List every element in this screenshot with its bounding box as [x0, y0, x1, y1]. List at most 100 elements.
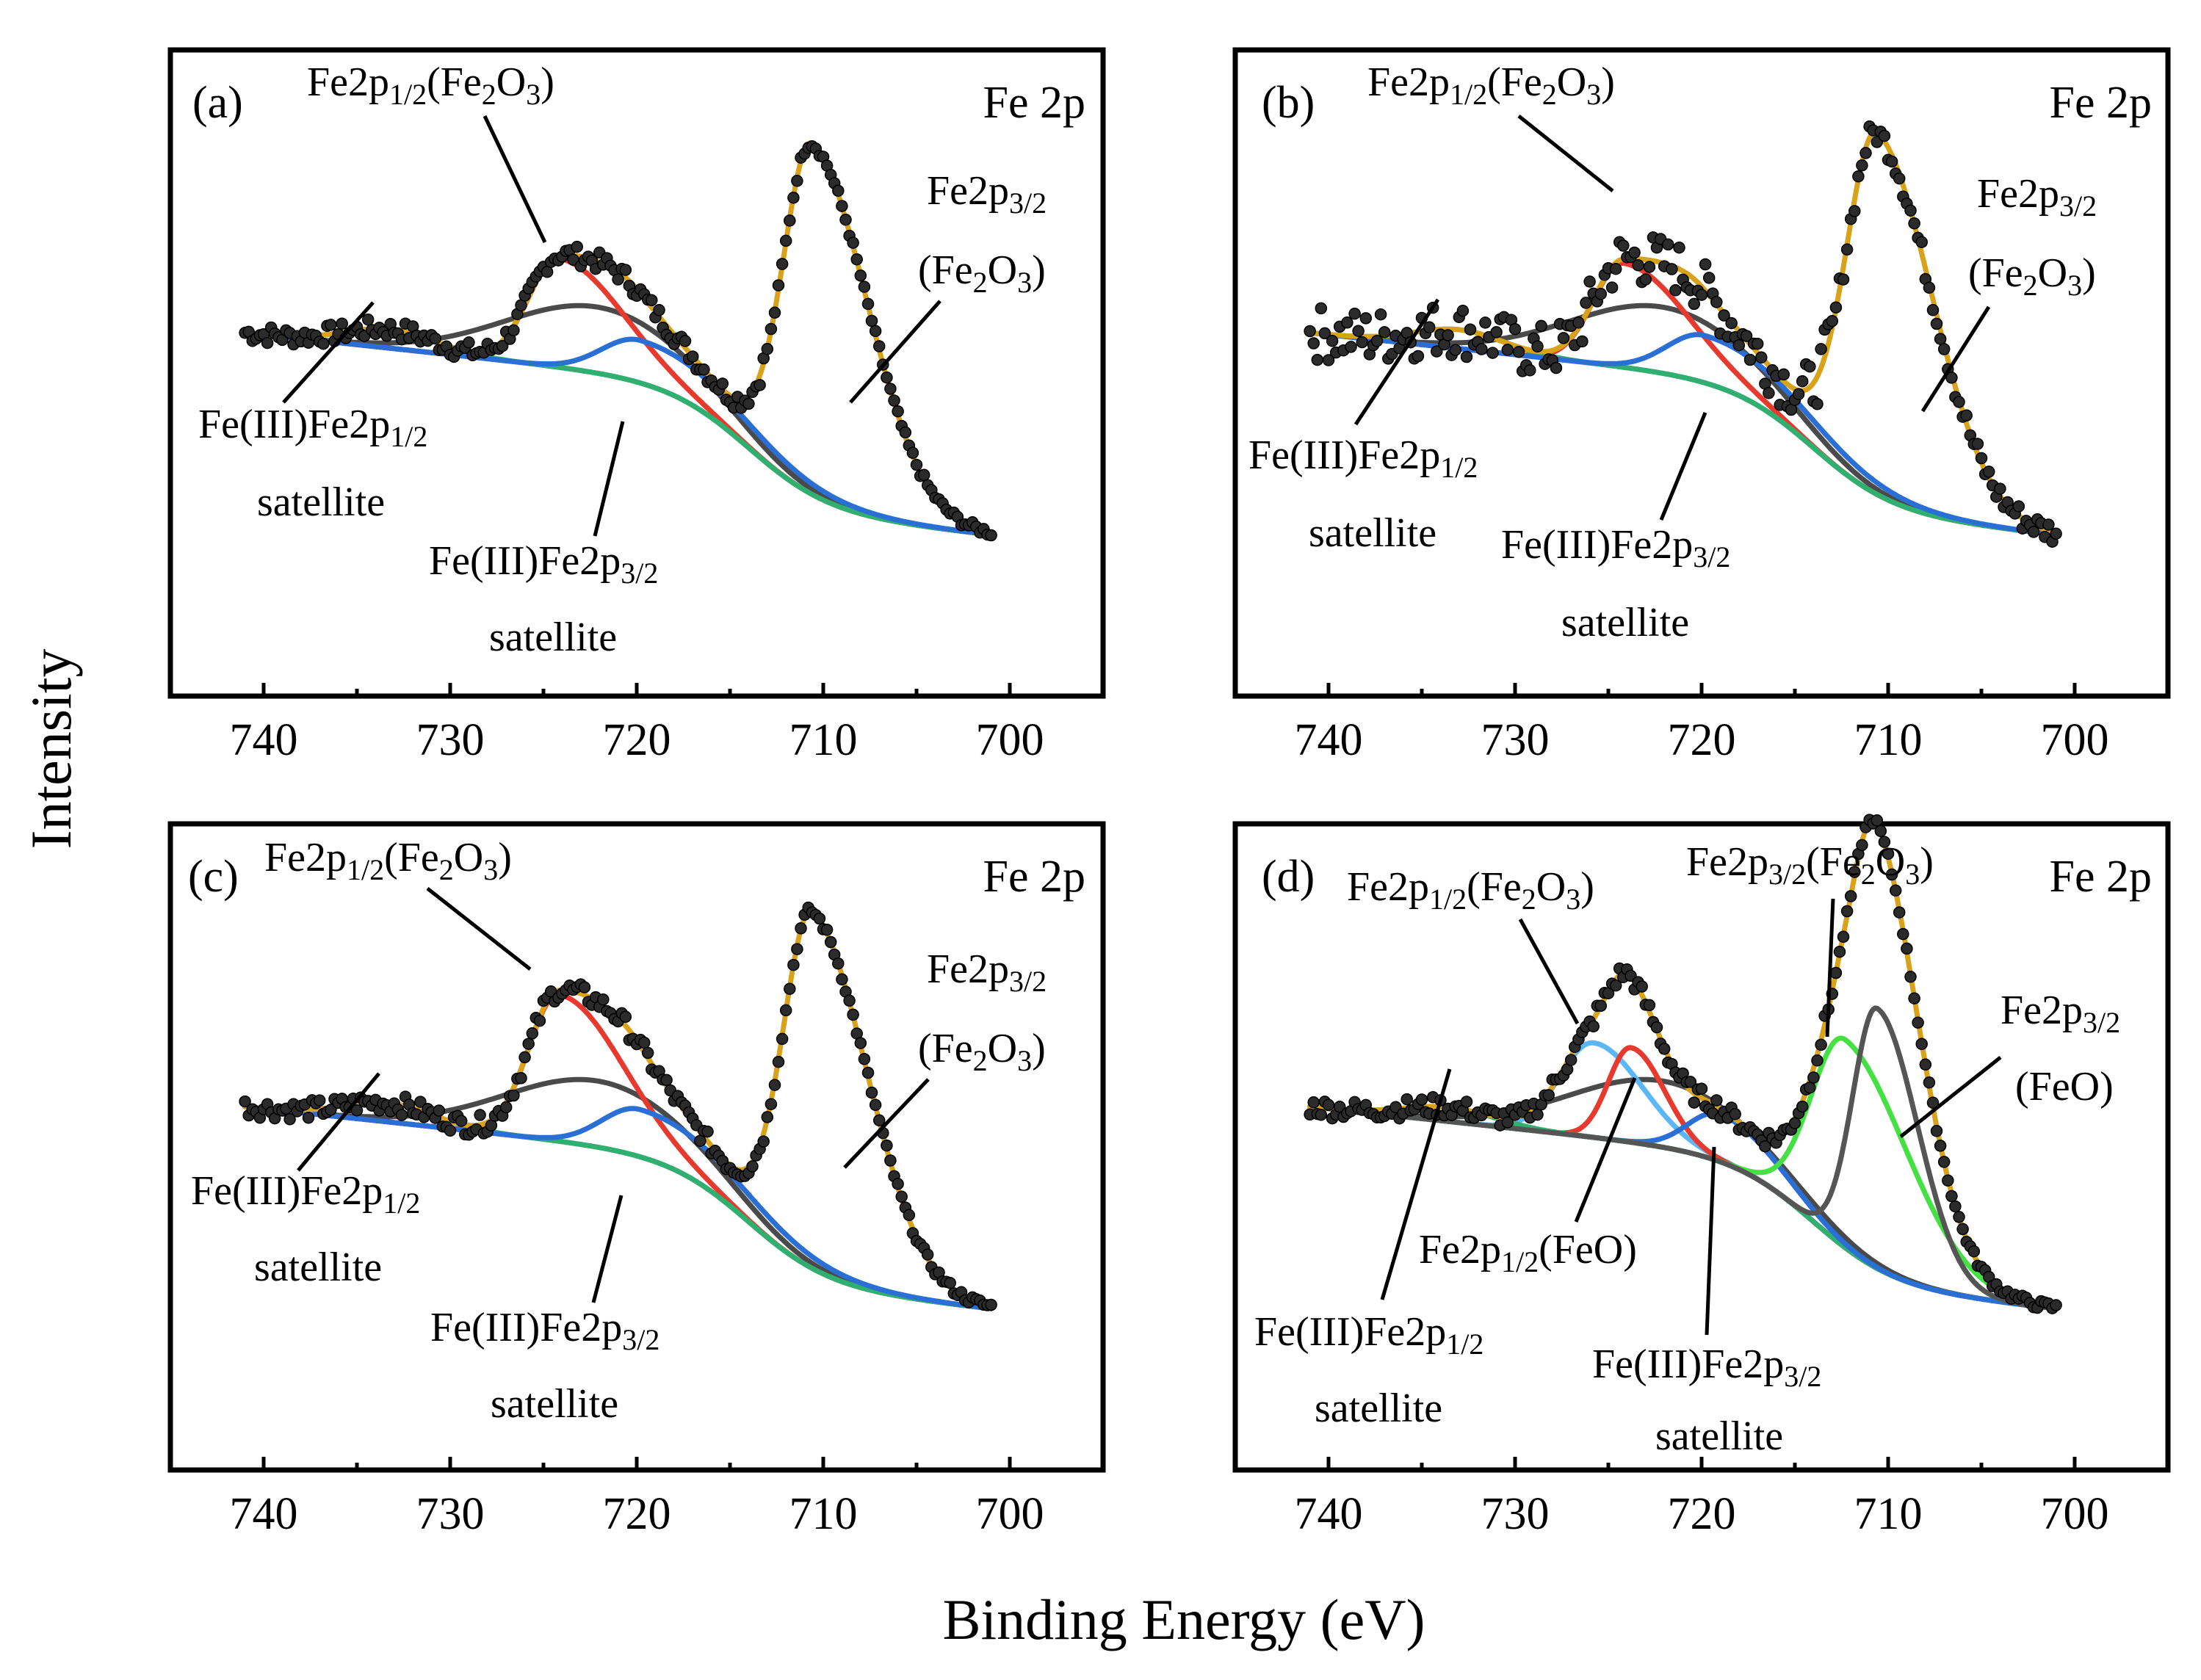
panel-d-data-point	[1840, 905, 1854, 918]
panel-b-data-point	[1374, 308, 1387, 321]
panel-b-data-point	[1490, 326, 1503, 338]
panel-b-data-point	[1359, 312, 1373, 325]
d-fe2o3-2p32-label: Fe2p3/2(Fe2O3)	[1686, 839, 1934, 891]
panel-d-data-point	[1934, 1140, 1947, 1152]
panel-d-data-point	[1871, 814, 1884, 827]
a-leader-fe2o3-2p12	[483, 115, 547, 244]
panel-b-data-point	[1732, 338, 1746, 352]
a-sat32-word: satellite	[489, 615, 617, 660]
panel-d-data-point	[1587, 1020, 1600, 1033]
panel-b-data-point	[1594, 288, 1608, 300]
panel-a-data-point	[429, 332, 441, 345]
panel-d-data-point	[1307, 1096, 1320, 1109]
panel-d-data-point	[1811, 1054, 1824, 1067]
panel-b-data-point	[1982, 466, 1995, 478]
panel-b-data-point	[1311, 353, 1324, 366]
panel-c-data-point	[515, 1072, 527, 1085]
panel-d-data-point	[1695, 1082, 1708, 1095]
b-leader-fe2o3-2p12	[1517, 115, 1614, 192]
panel-d-data-point	[1650, 1021, 1663, 1034]
panel-b-data-point	[1755, 351, 1768, 364]
panel-b-data-point	[1550, 361, 1563, 374]
panel-a-data-point	[910, 458, 923, 471]
panel-a-data-point	[858, 280, 871, 293]
d-fe2o3-2p12-label: Fe2p1/2(Fe2O3)	[1347, 864, 1594, 916]
panel-d: 740 730 720 710 700	[1232, 814, 2171, 1539]
panel-d-xtick-label-700: 700	[2041, 1489, 2109, 1539]
panel-b-data-point	[1531, 340, 1544, 353]
panel-a-data-point	[850, 253, 863, 266]
panel-c-data-point	[861, 1066, 875, 1079]
panel-b-frame	[1232, 47, 2171, 699]
panel-b-data-point	[1926, 304, 1940, 316]
panel-a-data-point	[686, 350, 699, 363]
a-fe2o3-2p12-label: Fe2p1/2(Fe2O3)	[307, 59, 554, 111]
panel-b-data-point	[1479, 316, 1492, 329]
panel-c-data-point	[518, 1051, 531, 1064]
d-leader-sat32	[1705, 1146, 1716, 1336]
x-axis-title: Binding Energy (eV)	[942, 1587, 1425, 1651]
panel-b-annotations: (b) Fe 2p Fe2p1/2(Fe2O3) Fe2p3/2 (Fe2O3)…	[1248, 59, 2152, 645]
panel-c-label: (c)	[188, 852, 239, 902]
panel-b-data-point	[1751, 337, 1764, 350]
panel-d-xtick-label-730: 730	[1481, 1489, 1550, 1539]
panel-d-data-point	[1807, 1071, 1820, 1084]
panel-c-data-point	[283, 1113, 296, 1126]
panel-a-data-point	[872, 340, 886, 352]
panel-c-data-point	[239, 1095, 251, 1108]
b-sat12-label: Fe(III)Fe2p1/2	[1248, 432, 1478, 484]
panel-b-data-point	[1341, 316, 1354, 329]
y-axis-title: Intensity	[19, 649, 83, 850]
a-sat32-label: Fe(III)Fe2p3/2	[429, 538, 658, 590]
panel-a-data-point	[839, 213, 852, 226]
panel-d-data-point	[1643, 999, 1656, 1012]
panel-b-data-point	[1535, 319, 1547, 333]
panel-c-data-point	[869, 1098, 882, 1112]
panel-d-data-point	[1923, 1076, 1936, 1089]
panel-b-data-point	[1352, 325, 1365, 337]
panel-d-data-point	[1878, 836, 1891, 848]
panel-d-data-point	[1897, 927, 1909, 941]
c-sat32-word: satellite	[491, 1381, 618, 1427]
d-feo-2p32-compound: (FeO)	[2015, 1064, 2114, 1109]
panel-d-data-point	[1942, 1174, 1954, 1187]
panel-b-data-point	[1512, 346, 1525, 358]
panel-a-data-point	[917, 468, 930, 482]
panel-b-data-point	[1763, 387, 1775, 399]
panel-b-data-point	[1840, 243, 1854, 256]
panel-a-data-point	[261, 336, 274, 350]
panel-c-data-point	[776, 1032, 789, 1046]
panel-b-data-point	[1666, 263, 1678, 275]
panel-a-data-point	[612, 273, 624, 286]
panel-a-data-point	[765, 322, 778, 336]
panel-d-data-point	[1837, 930, 1850, 944]
panel-c-data-point	[865, 1086, 878, 1099]
panel-c-data-point	[694, 1134, 706, 1147]
panel-b-data-point	[1740, 330, 1753, 342]
panel-c-data-point	[784, 982, 796, 995]
panel-a-data-point	[772, 279, 785, 292]
panel-c-xtick-label-720: 720	[603, 1489, 671, 1539]
panel-b-data-point	[1628, 246, 1641, 259]
panel-c-data-point	[455, 1115, 468, 1127]
panel-b-xtick-label-700: 700	[2041, 715, 2109, 765]
c-fe2o3-2p12-label: Fe2p1/2(Fe2O3)	[264, 835, 512, 886]
panel-d-data-point	[1804, 1081, 1816, 1094]
panel-a-data-point	[698, 363, 710, 376]
panel-c-data-point	[757, 1135, 770, 1148]
panel-b-data-point	[1501, 344, 1514, 356]
panel-d-data-point	[1788, 1117, 1801, 1129]
panel-b-data-point	[1743, 353, 1757, 366]
panel-d-data-point	[1919, 1058, 1932, 1071]
c-sat32-label: Fe(III)Fe2p3/2	[430, 1305, 659, 1356]
panel-d-data-point	[1953, 1211, 1965, 1223]
panel-d-data-point	[1658, 1043, 1671, 1055]
a-sat12-word: satellite	[257, 479, 385, 525]
panel-d-data-point	[1949, 1200, 1962, 1213]
panel-d-data-point	[1856, 839, 1868, 852]
panel-b-data-point	[1860, 147, 1872, 159]
panel-c-data-point	[660, 1073, 673, 1087]
panel-c-data-point	[701, 1125, 714, 1138]
panel-b-data-point	[2042, 518, 2055, 531]
panel-b-data-point	[2027, 526, 2040, 538]
